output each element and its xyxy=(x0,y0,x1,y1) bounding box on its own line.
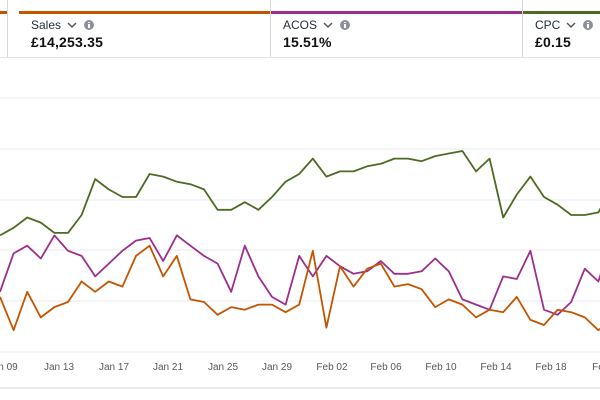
x-tick-label: Jan 21 xyxy=(153,362,183,373)
metric-tile-sales[interactable]: Sales £14,253.35 xyxy=(19,0,271,57)
x-tick-label: Fe xyxy=(592,362,600,373)
x-tick-label: Jan 13 xyxy=(44,362,74,373)
cpc-label: CPC xyxy=(535,18,561,32)
performance-line-chart: n 09 Jan 13 Jan 17 Jan 21 Jan 25 Jan 29 Feb 02… xyxy=(0,97,600,389)
x-tick-label: Feb 06 xyxy=(370,362,402,373)
sales-label-row: Sales xyxy=(31,18,95,32)
sales-label: Sales xyxy=(31,18,62,32)
x-tick-label: Feb 02 xyxy=(316,362,348,373)
gridlines xyxy=(0,97,600,389)
series-line-cpc[interactable] xyxy=(0,150,600,237)
chevron-down-icon[interactable] xyxy=(323,21,333,29)
x-tick-label: Feb 18 xyxy=(535,362,567,373)
sales-color-bar xyxy=(19,11,270,14)
header-divider xyxy=(0,57,600,58)
chevron-down-icon[interactable] xyxy=(67,21,77,29)
x-axis-ticks: n 09 Jan 13 Jan 17 Jan 21 Jan 25 Jan 29 Feb 02… xyxy=(0,362,600,373)
x-tick-label: Feb 10 xyxy=(425,362,457,373)
x-tick-label: Jan 17 xyxy=(99,362,129,373)
cpc-value: £0.15 xyxy=(535,34,572,50)
x-tick-label: Feb 14 xyxy=(480,362,512,373)
cpc-label-row: CPC xyxy=(535,18,594,32)
series-line-acos[interactable] xyxy=(0,234,600,316)
cpc-color-bar xyxy=(523,11,600,14)
sales-value: £14,253.35 xyxy=(31,34,104,50)
series-lines xyxy=(0,150,600,332)
metric-tiles: Sales £14,253.35 ACOS 15.51% CPC £0.1 xyxy=(0,0,600,58)
series-line-sales[interactable] xyxy=(0,244,600,332)
chevron-down-icon[interactable] xyxy=(566,21,576,29)
info-icon[interactable] xyxy=(340,20,351,30)
metric-tile-acos[interactable]: ACOS 15.51% xyxy=(271,0,523,57)
acos-label: ACOS xyxy=(283,18,318,32)
acos-value: 15.51% xyxy=(283,34,332,50)
info-icon[interactable] xyxy=(583,20,594,30)
metric-tile-previous[interactable] xyxy=(0,0,8,57)
acos-color-bar xyxy=(271,11,522,14)
x-tick-label: n 09 xyxy=(0,362,18,373)
info-icon[interactable] xyxy=(84,20,95,30)
x-tick-label: Jan 29 xyxy=(262,362,292,373)
x-tick-label: Jan 25 xyxy=(208,362,238,373)
acos-label-row: ACOS xyxy=(283,18,351,32)
metric-color-bar xyxy=(0,11,7,14)
metric-tile-cpc[interactable]: CPC £0.15 xyxy=(523,0,600,57)
